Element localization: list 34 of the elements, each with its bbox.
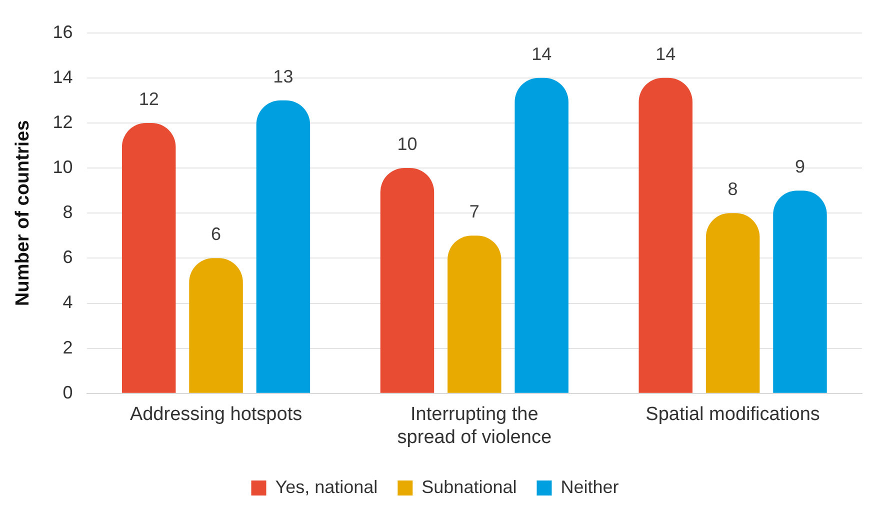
y-tick-label: 8 xyxy=(62,202,73,222)
data-label: 13 xyxy=(273,66,294,86)
legend-label: Neither xyxy=(560,476,619,497)
bar xyxy=(122,122,176,393)
x-tick-label: Spatial modifications xyxy=(646,404,820,426)
y-tick-label: 2 xyxy=(62,337,73,358)
y-tick-label: 0 xyxy=(62,382,73,402)
y-tick-label: 12 xyxy=(52,112,73,132)
x-tick-label: Interrupting the spread of violence xyxy=(397,404,552,448)
bar xyxy=(380,168,434,393)
data-label: 7 xyxy=(469,202,480,222)
legend-label: Subnational xyxy=(422,476,517,497)
bar xyxy=(256,100,310,393)
y-tick-label: 10 xyxy=(52,156,73,177)
data-label: 10 xyxy=(397,134,418,154)
bar xyxy=(638,78,692,393)
data-label: 14 xyxy=(656,44,676,64)
x-tick-label: Addressing hotspots xyxy=(130,404,302,426)
data-label: 12 xyxy=(138,88,159,109)
bar xyxy=(706,213,760,393)
data-label: 6 xyxy=(211,224,222,244)
bar xyxy=(514,78,568,393)
data-label: 8 xyxy=(728,179,738,200)
data-label: 9 xyxy=(794,156,805,177)
legend-label: Yes, national xyxy=(275,476,378,497)
y-tick-label: 4 xyxy=(62,292,73,312)
y-axis-title: Number of countries xyxy=(12,120,34,306)
bar xyxy=(189,258,243,393)
bar xyxy=(448,236,502,393)
bar xyxy=(773,190,827,393)
y-tick-label: 6 xyxy=(62,247,73,268)
data-label: 14 xyxy=(532,44,552,64)
y-tick-label: 14 xyxy=(52,66,73,87)
y-tick-label: 16 xyxy=(52,22,73,42)
